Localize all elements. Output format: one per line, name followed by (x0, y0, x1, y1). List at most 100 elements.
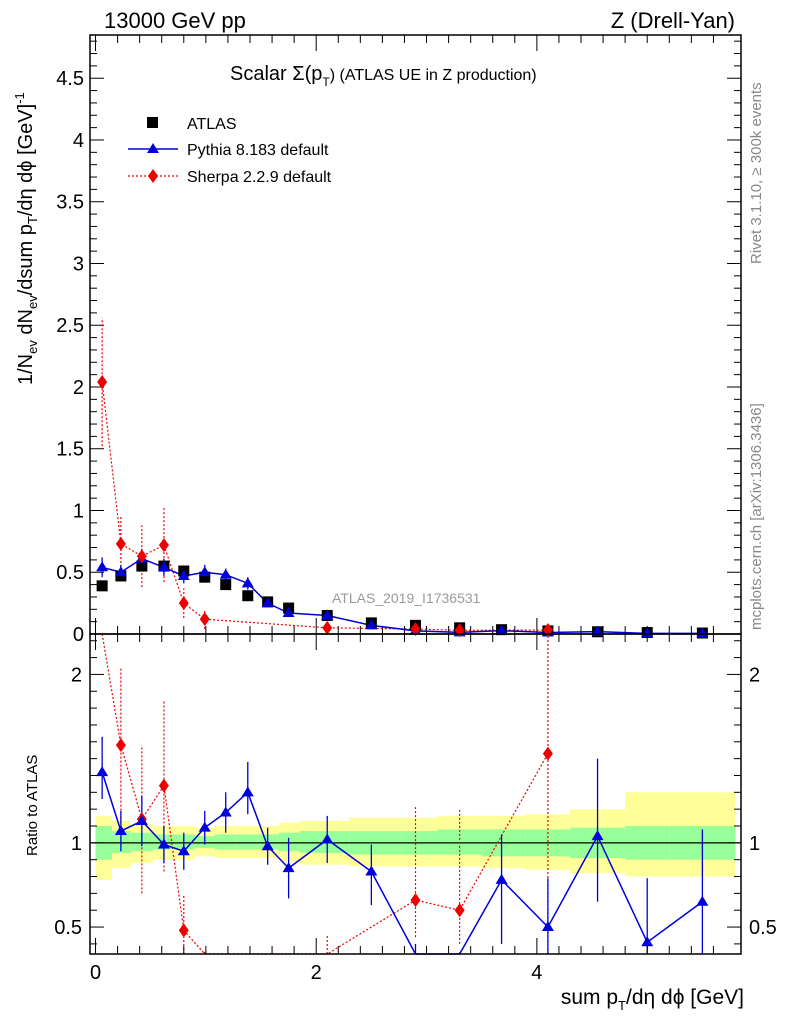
pythia-ratio-point (96, 766, 109, 777)
title-main: Scalar Σ(p (230, 63, 322, 85)
ratio-ytick-label-right: 0.5 (749, 917, 777, 939)
main-ytick-label: 2.5 (56, 315, 84, 337)
pythia-ratio-point (135, 814, 148, 825)
pythia-point (157, 561, 170, 572)
main-ytick-label: 3.5 (56, 192, 84, 214)
ratio-xtick-label: 0 (90, 962, 101, 984)
sherpa-point (178, 596, 189, 611)
sherpa-point (158, 538, 169, 553)
ratio-ytick-label: 1 (71, 833, 82, 855)
main-ylabel: 1/Nev dNev/dsum pT/dη dϕ [GeV]-1 (12, 92, 40, 385)
legend-atlas-label: ATLAS (187, 116, 237, 133)
pythia-ratio-point (241, 786, 254, 797)
main-ytick-label: 4 (73, 130, 84, 152)
ratio-band-inner (174, 834, 195, 850)
pythia-ratio-point (321, 833, 334, 844)
legend-pythia-marker (147, 143, 159, 153)
legend: ATLAS Pythia 8.183 default Sherpa 2.2.9 … (128, 116, 332, 186)
pythia-point (591, 625, 604, 636)
ratio-axis-ticks: 0.5 0.5 1 1 2 2 0 2 4 (54, 634, 777, 984)
pythia-point (96, 561, 109, 572)
main-title: Scalar Σ(pT) (ATLAS UE in Z production) (230, 63, 537, 89)
rivet-label: Rivet 3.1.10, ≥ 300k events (748, 82, 765, 264)
pythia-point (114, 566, 127, 577)
main-ytick-label: 4.5 (56, 68, 84, 90)
main-ytick-label: 3 (73, 253, 84, 275)
pythia-point (282, 607, 295, 618)
ratio-data-layer (96, 633, 709, 955)
process-label: Z (Drell-Yan) (611, 8, 735, 33)
ratio-band-inner (214, 834, 237, 850)
pythia-point (241, 577, 254, 588)
analysis-id-label: ATLAS_2019_I1736531 (332, 590, 481, 606)
main-data-layer (96, 317, 709, 639)
ratio-band-inner (236, 834, 258, 850)
main-ytick-label: 1.5 (56, 439, 84, 461)
pythia-point (641, 627, 654, 638)
sherpa-point (322, 620, 333, 635)
ratio-ytick-label-right: 1 (749, 833, 760, 855)
sherpa-ratio-line (101, 633, 549, 955)
pythia-point (365, 619, 378, 630)
sherpa-point (410, 622, 421, 637)
sherpa-point (199, 612, 210, 627)
main-ytick-label: 1 (73, 500, 84, 522)
pythia-ratio-point (177, 845, 190, 856)
legend-atlas-marker (147, 117, 158, 128)
xlabel-sub: T (618, 998, 626, 1013)
legend-sherpa-marker (148, 169, 158, 183)
pythia-point (261, 597, 274, 608)
ratio-xtick-label: 4 (531, 962, 542, 984)
pythia-ratio-point (157, 838, 170, 849)
pythia-point (177, 569, 190, 580)
pythia-point (198, 566, 211, 577)
ratio-bands (90, 792, 741, 880)
legend-sherpa-label: Sherpa 2.2.9 default (187, 169, 332, 186)
main-panel: 0 0.5 1 1.5 2 2.5 3 3.5 4 4.5 Scalar Σ(pT) (ATLAS… (12, 34, 742, 646)
sherpa-point (97, 375, 108, 390)
atlas-point (96, 580, 108, 592)
pythia-ratio-point (365, 865, 378, 876)
atlas-point (220, 579, 232, 591)
energy-label: 13000 GeV pp (104, 8, 246, 33)
pythia-ratio-point (282, 862, 295, 873)
pythia-ratio-point (198, 821, 211, 832)
ratio-xtick-label: 2 (311, 962, 322, 984)
ratio-ytick-label: 2 (71, 664, 82, 686)
sherpa-ratio-point (454, 903, 465, 918)
title-sub: T (322, 75, 330, 89)
main-ytick-label: 2 (73, 377, 84, 399)
xlabel-a: sum p (561, 986, 618, 1009)
main-ytick-label: 0.5 (56, 562, 84, 584)
pythia-point (495, 624, 508, 635)
sherpa-ratio-point (158, 778, 169, 793)
ratio-ytick-label: 0.5 (54, 917, 82, 939)
pythia-ratio-point (541, 921, 554, 932)
title-tail: ) (ATLAS UE in Z production) (330, 67, 537, 84)
sherpa-main-line (101, 381, 548, 631)
sherpa-ratio-point (115, 738, 126, 753)
atlas-point (199, 571, 211, 583)
ratio-ylabel: Ratio to ATLAS (24, 755, 41, 856)
ratio-panel: 0.5 0.5 1 1 2 2 0 2 4 Ratio to ATLAS sum pT/dη d… (24, 633, 777, 1013)
sherpa-point (136, 549, 147, 564)
xlabel-b: /dη dϕ [GeV] (626, 986, 744, 1009)
ratio-xlabel: sum pT/dη dϕ [GeV] (561, 986, 744, 1013)
pythia-ratio-point (591, 830, 604, 841)
sherpa-ratio-point (542, 746, 553, 761)
pythia-ratio-point (641, 936, 654, 947)
legend-pythia-label: Pythia 8.183 default (187, 142, 329, 159)
atlas-point (136, 560, 148, 572)
pythia-point (219, 568, 232, 579)
pythia-point (321, 609, 334, 620)
pythia-point (696, 627, 709, 638)
pythia-ratio-point (219, 806, 232, 817)
sherpa-ratio-point (410, 893, 421, 908)
mcplots-label: mcplots.cern.ch [arXiv:1306.3436] (748, 403, 765, 630)
pythia-ratio-point (114, 825, 127, 836)
atlas-point (242, 590, 254, 602)
sherpa-point (115, 536, 126, 551)
main-ytick-label: 0 (73, 624, 84, 646)
ratio-frame (89, 633, 742, 955)
